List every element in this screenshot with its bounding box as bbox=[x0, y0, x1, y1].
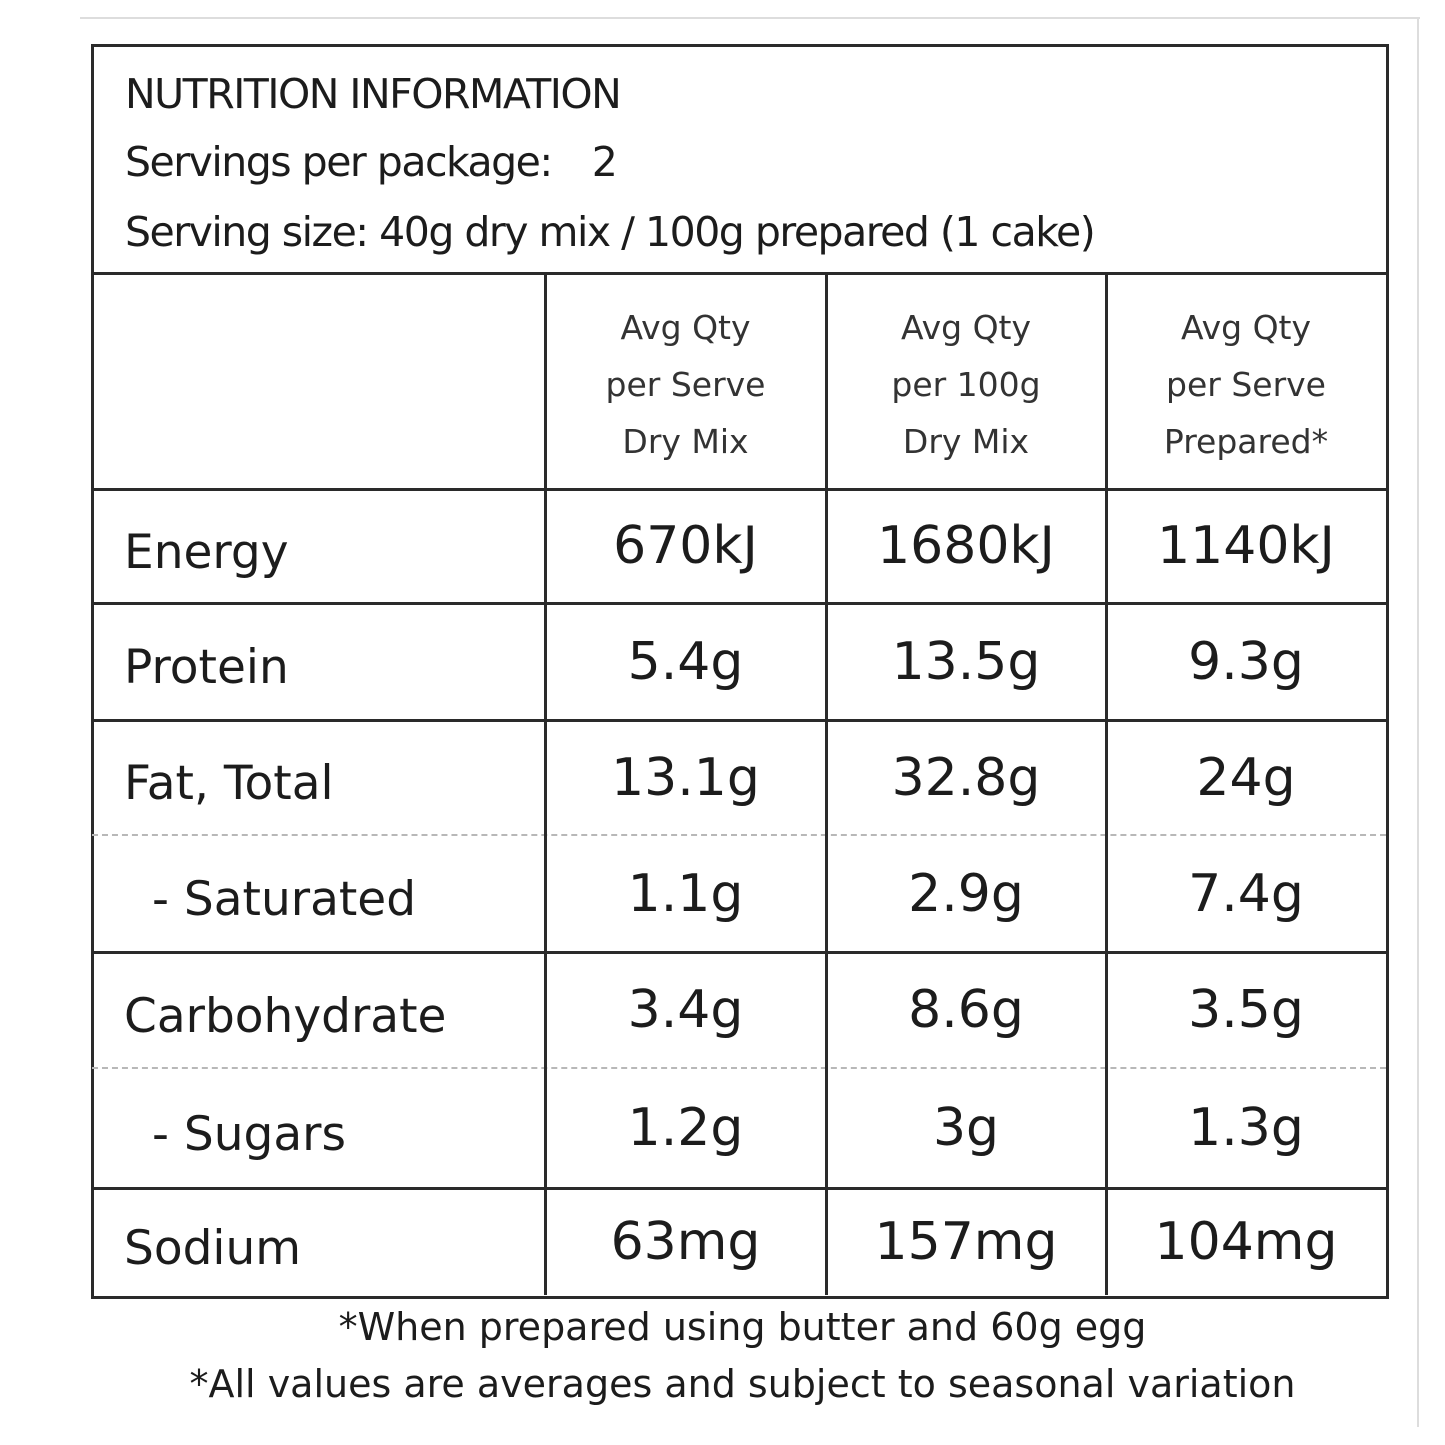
column-header-line: Avg Qty bbox=[1180, 307, 1312, 347]
value-cell: 1.2g bbox=[627, 1098, 744, 1158]
value-cell: 5.4g bbox=[627, 631, 744, 692]
column-header-line: per 100g bbox=[891, 364, 1041, 404]
servings-label: Servings per package: bbox=[125, 138, 553, 186]
frame-right bbox=[1417, 17, 1419, 1427]
row-label: Sodium bbox=[124, 1220, 302, 1276]
value-cell: 157mg bbox=[874, 1212, 1058, 1272]
value-cell: 32.8g bbox=[891, 747, 1041, 808]
value-cell: 1140kJ bbox=[1157, 516, 1335, 576]
row-divider bbox=[92, 719, 1386, 722]
divider bbox=[92, 488, 1386, 491]
value-cell: 104mg bbox=[1154, 1212, 1338, 1272]
servings-value: 2 bbox=[591, 138, 618, 186]
value-cell: 3.4g bbox=[627, 980, 744, 1040]
serving-size: Serving size: 40g dry mix / 100g prepare… bbox=[125, 208, 1096, 256]
row-divider bbox=[92, 1187, 1386, 1190]
row-divider bbox=[92, 1067, 1386, 1069]
column-header-line: Avg Qty bbox=[620, 307, 751, 347]
footnote: *All values are averages and subject to … bbox=[189, 1362, 1296, 1406]
column-header-line: Prepared* bbox=[1163, 421, 1329, 461]
value-cell: 13.5g bbox=[891, 631, 1041, 692]
column-header-line: Avg Qty bbox=[900, 307, 1032, 347]
servings: Servings per package: 2 bbox=[125, 138, 618, 186]
value-cell: 7.4g bbox=[1188, 863, 1304, 924]
row-label: - Saturated bbox=[152, 872, 417, 927]
value-cell: 8.6g bbox=[908, 980, 1024, 1040]
frame-top bbox=[80, 17, 1420, 19]
row-label: - Sugars bbox=[152, 1106, 346, 1162]
table-box bbox=[91, 44, 1389, 1299]
column-divider bbox=[544, 273, 547, 1295]
value-cell: 2.9g bbox=[908, 863, 1024, 924]
title: NUTRITION INFORMATION bbox=[125, 70, 622, 118]
value-cell: 3g bbox=[932, 1098, 1000, 1158]
footnote: *When prepared using butter and 60g egg bbox=[338, 1305, 1147, 1349]
value-cell: 24g bbox=[1196, 747, 1296, 808]
value-cell: 670kJ bbox=[613, 516, 758, 576]
column-header-line: Dry Mix bbox=[902, 421, 1030, 461]
row-label: Fat, Total bbox=[124, 756, 334, 811]
column-header-line: Dry Mix bbox=[622, 421, 749, 461]
value-cell: 1.3g bbox=[1188, 1098, 1304, 1158]
row-divider bbox=[92, 834, 1386, 836]
row-label: Protein bbox=[124, 640, 289, 695]
column-divider bbox=[1105, 273, 1108, 1295]
row-divider bbox=[92, 951, 1386, 954]
column-header: Avg Qty per 100g Dry Mix bbox=[826, 298, 1106, 470]
row-label: Energy bbox=[124, 524, 289, 580]
value-cell: 1.1g bbox=[627, 863, 744, 924]
value-cell: 1680kJ bbox=[877, 516, 1055, 576]
column-header: Avg Qty per Serve Prepared* bbox=[1106, 298, 1386, 470]
column-header: Avg Qty per Serve Dry Mix bbox=[545, 298, 826, 470]
value-cell: 9.3g bbox=[1188, 631, 1304, 692]
column-header-line: per Serve bbox=[605, 364, 766, 404]
value-cell: 63mg bbox=[610, 1212, 761, 1272]
value-cell: 13.1g bbox=[611, 747, 760, 808]
value-cell: 3.5g bbox=[1188, 980, 1304, 1040]
column-header-line: per Serve bbox=[1166, 364, 1326, 404]
row-divider bbox=[92, 602, 1386, 605]
row-label: Carbohydrate bbox=[124, 988, 447, 1044]
column-divider bbox=[825, 273, 828, 1295]
divider bbox=[92, 272, 1386, 275]
